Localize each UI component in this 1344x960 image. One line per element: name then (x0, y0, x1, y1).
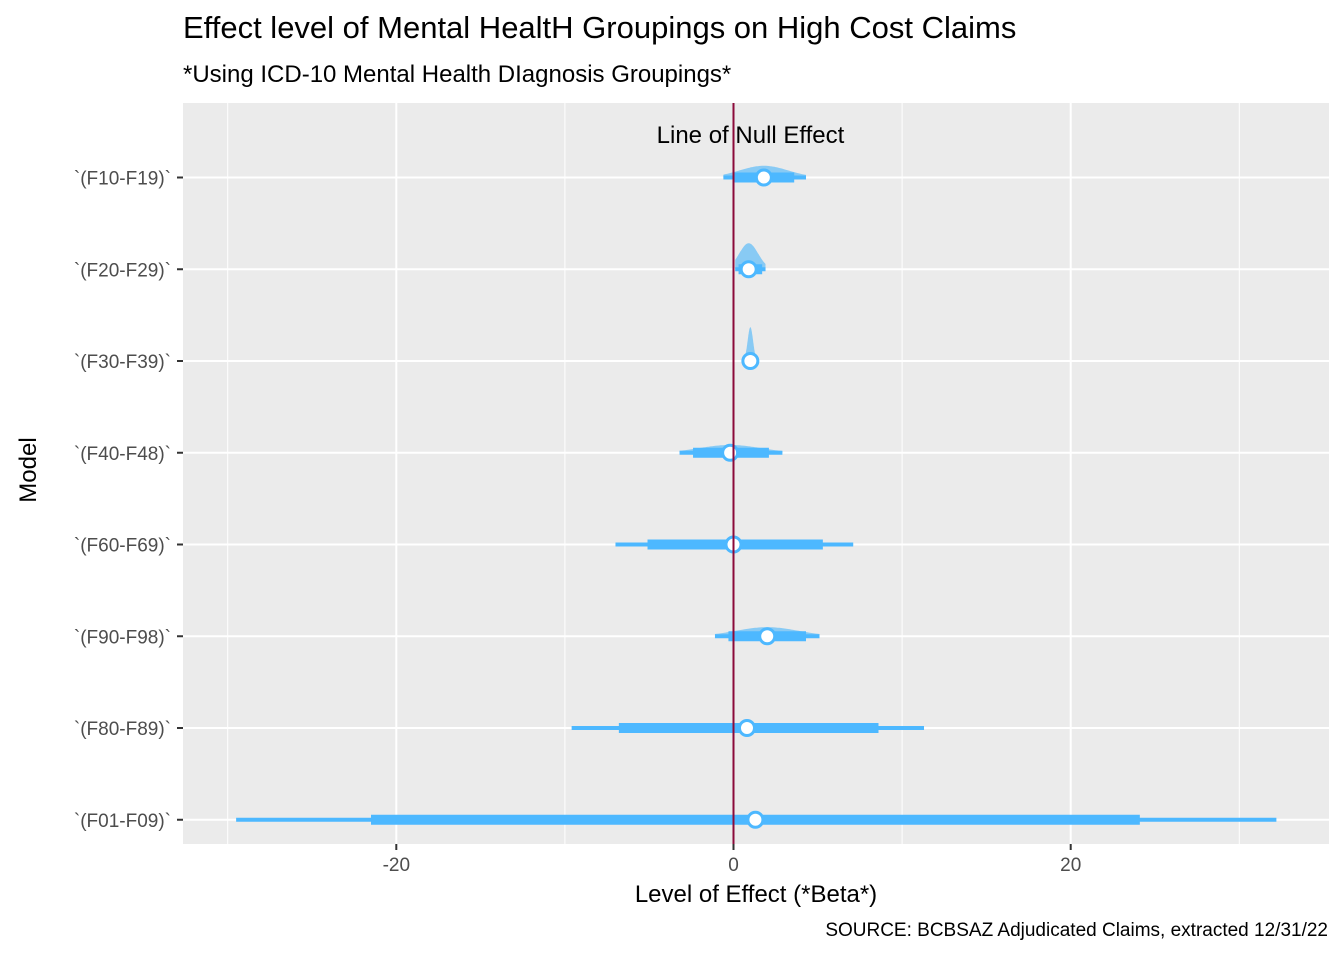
chart-subtitle: *Using ICD-10 Mental Health DIagnosis Gr… (183, 61, 732, 88)
point-estimate (721, 443, 740, 462)
axis-layer: `(F10-F19)` `(F20-F29)` `(F30-F39)` `(F40-F… (74, 169, 1081, 877)
chart-title: Effect level of Mental HealtH Groupings … (183, 10, 1017, 45)
model-row (236, 810, 1277, 829)
point-estimate (741, 352, 760, 370)
model-row (723, 165, 806, 187)
model-row (735, 243, 766, 279)
point-estimate (746, 810, 765, 829)
y-tick-label: `(F90-F98)` (74, 627, 171, 648)
model-row (571, 719, 925, 737)
x-axis-title: Level of Effect (*Beta*) (635, 881, 877, 908)
point-estimate (737, 719, 756, 737)
point-estimate (758, 627, 777, 646)
marks-layer (236, 165, 1277, 829)
model-row (714, 627, 820, 646)
x-tick-label: -20 (383, 855, 410, 876)
model-row (741, 327, 760, 370)
null-effect-label: Line of Null Effect (657, 122, 845, 149)
x-tick-label: 0 (728, 855, 739, 876)
y-tick-label: `(F10-F19)` (74, 169, 171, 190)
chart-caption: SOURCE: BCBSAZ Adjudicated Claims, extra… (825, 920, 1328, 941)
y-tick-label: `(F80-F89)` (74, 719, 171, 740)
y-tick-label: `(F30-F39)` (74, 352, 171, 373)
point-estimate (754, 168, 773, 187)
point-estimate (739, 260, 758, 279)
y-tick-label: `(F20-F29)` (74, 260, 171, 281)
y-tick-label: `(F01-F09)` (74, 811, 171, 832)
y-tick-label: `(F40-F48)` (74, 444, 171, 465)
y-tick-label: `(F60-F69)` (74, 536, 171, 557)
y-axis-title: Model (15, 437, 42, 502)
x-tick-label: 20 (1060, 855, 1081, 876)
plot-panel (183, 103, 1329, 844)
